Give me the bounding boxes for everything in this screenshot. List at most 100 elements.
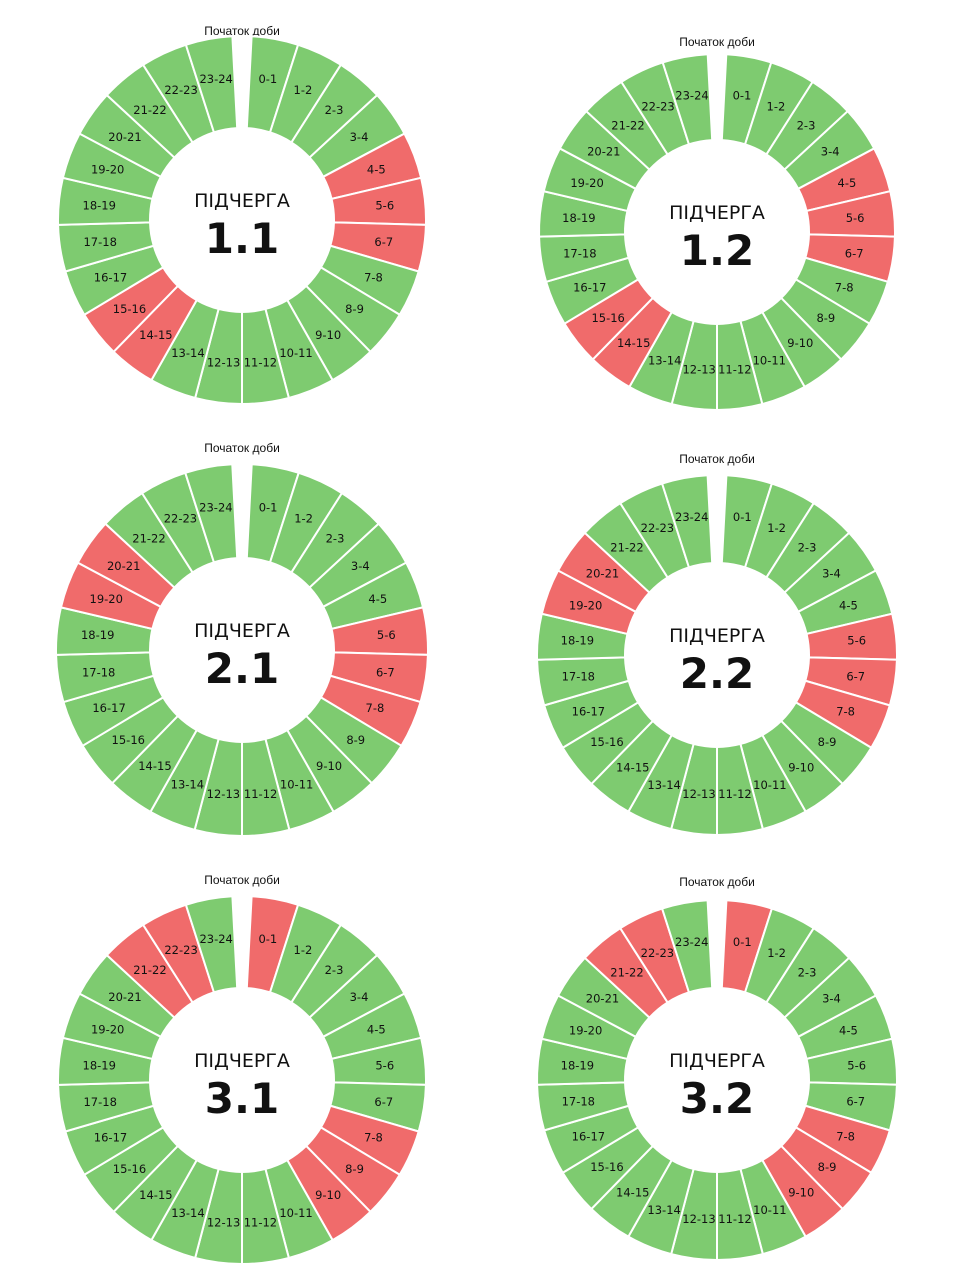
hour-segment [184, 35, 239, 134]
hour-label: 16-17 [94, 271, 127, 285]
group-number: 2.1 [205, 644, 279, 693]
schedule-wheel-1-2: Початок доби 0-1 1-2 2-3 3-4 4-5 5-6 6-7 7-8 8-99… [538, 35, 896, 412]
hour-label: 2-3 [797, 118, 816, 132]
hour-label: 12-13 [682, 363, 715, 377]
hour-label: 15-16 [591, 311, 624, 325]
group-title: ПІДЧЕРГА [194, 1050, 290, 1072]
hour-label: 15-16 [590, 1160, 623, 1174]
hour-label: 9-10 [788, 760, 814, 774]
hour-label: 1-2 [767, 521, 786, 535]
hour-label: 6-7 [846, 670, 865, 684]
hour-label: 13-14 [647, 778, 680, 792]
hour-label: 19-20 [569, 599, 602, 613]
schedule-wheel-1-1: Початок доби 0-1 1-2 2-3 3-4 4-5 5-6 6-7 7-8 8-9 9… [57, 24, 427, 406]
group-number: 2.2 [680, 649, 754, 698]
hour-label: 0-1 [258, 932, 277, 946]
hour-label: 10-11 [753, 778, 786, 792]
hour-label: 12-13 [682, 787, 715, 801]
hour-label: 21-22 [610, 965, 643, 979]
schedule-wheel-2-2: Початок доби 0-1 1-2 2-3 3-4 4-5 5-6 6-7 7-8 8-9 9… [536, 452, 898, 837]
hour-label: 23-24 [199, 932, 232, 946]
hour-label: 5-6 [375, 1058, 394, 1072]
hour-label: 18-19 [562, 211, 595, 225]
hour-label: 0-1 [733, 510, 752, 524]
hour-label: 11-12 [244, 787, 277, 801]
hour-label: 4-5 [367, 162, 386, 176]
group-number: 3.2 [680, 1074, 754, 1123]
day-start-label: Початок доби [679, 35, 755, 49]
hour-label: 12-13 [207, 1215, 240, 1229]
hour-label: 22-23 [641, 946, 674, 960]
hour-label: 17-18 [562, 1095, 595, 1109]
hour-label: 15-16 [112, 733, 145, 747]
hour-label: 9-10 [787, 336, 813, 350]
hour-label: 3-4 [822, 567, 841, 581]
hour-label: 20-21 [108, 990, 141, 1004]
hour-label: 17-18 [82, 665, 115, 679]
hour-label: 22-23 [641, 521, 674, 535]
group-title: ПІДЧЕРГА [194, 620, 290, 642]
day-start-label: Початок доби [679, 452, 755, 466]
hour-label: 18-19 [83, 198, 116, 212]
hour-label: 16-17 [573, 281, 606, 295]
hour-label: 20-21 [586, 567, 619, 581]
hour-label: 5-6 [377, 628, 396, 642]
hour-label: 21-22 [611, 118, 644, 132]
hour-label: 3-4 [821, 145, 840, 159]
hour-label: 15-16 [113, 1162, 146, 1176]
hour-label: 23-24 [199, 72, 232, 86]
hour-label: 13-14 [171, 346, 204, 360]
hour-label: 12-13 [207, 355, 240, 369]
hour-label: 11-12 [244, 1215, 277, 1229]
hour-label: 7-8 [835, 281, 854, 295]
day-start-label: Початок доби [204, 873, 280, 887]
hour-label: 22-23 [164, 83, 197, 97]
hour-label: 21-22 [133, 963, 166, 977]
hour-label: 7-8 [836, 704, 855, 718]
day-start-label: Початок доби [204, 441, 280, 455]
hour-label: 10-11 [279, 1206, 312, 1220]
hour-label: 14-15 [139, 1188, 172, 1202]
hour-label: 14-15 [138, 759, 171, 773]
hour-label: 1-2 [294, 512, 313, 526]
group-title: ПІДЧЕРГА [669, 1050, 765, 1072]
hour-label: 13-14 [171, 1206, 204, 1220]
hour-label: 17-18 [83, 1095, 116, 1109]
hour-label: 23-24 [675, 510, 708, 524]
hour-label: 14-15 [616, 760, 649, 774]
hour-label: 4-5 [839, 599, 858, 613]
hour-label: 9-10 [788, 1185, 814, 1199]
group-title: ПІДЧЕРГА [669, 625, 765, 647]
hour-label: 18-19 [561, 634, 594, 648]
hour-label: 7-8 [364, 1131, 383, 1145]
hour-label: 8-9 [818, 735, 837, 749]
hour-label: 9-10 [316, 759, 342, 773]
hour-label: 4-5 [838, 176, 857, 190]
hour-label: 20-21 [108, 130, 141, 144]
hour-segment [660, 474, 714, 569]
hour-label: 23-24 [675, 88, 708, 102]
hour-label: 9-10 [315, 328, 341, 342]
hour-label: 4-5 [839, 1024, 858, 1038]
hour-label: 19-20 [90, 592, 123, 606]
hour-label: 1-2 [294, 943, 313, 957]
hour-label: 12-13 [682, 1212, 715, 1226]
hour-label: 5-6 [847, 1059, 866, 1073]
hour-label: 10-11 [753, 354, 786, 368]
hour-label: 14-15 [617, 336, 650, 350]
hour-label: 0-1 [733, 88, 752, 102]
hour-label: 16-17 [92, 701, 125, 715]
hour-label: 11-12 [718, 1212, 751, 1226]
hour-label: 0-1 [258, 72, 277, 86]
hour-label: 5-6 [846, 211, 865, 225]
hour-label: 19-20 [570, 176, 603, 190]
hour-label: 21-22 [610, 540, 643, 554]
group-title: ПІДЧЕРГА [194, 190, 290, 212]
hour-label: 7-8 [836, 1129, 855, 1143]
hour-segment [184, 895, 239, 994]
hour-label: 0-1 [259, 500, 278, 514]
hour-label: 18-19 [83, 1058, 116, 1072]
hour-label: 3-4 [822, 992, 841, 1006]
hour-segment [661, 53, 714, 146]
